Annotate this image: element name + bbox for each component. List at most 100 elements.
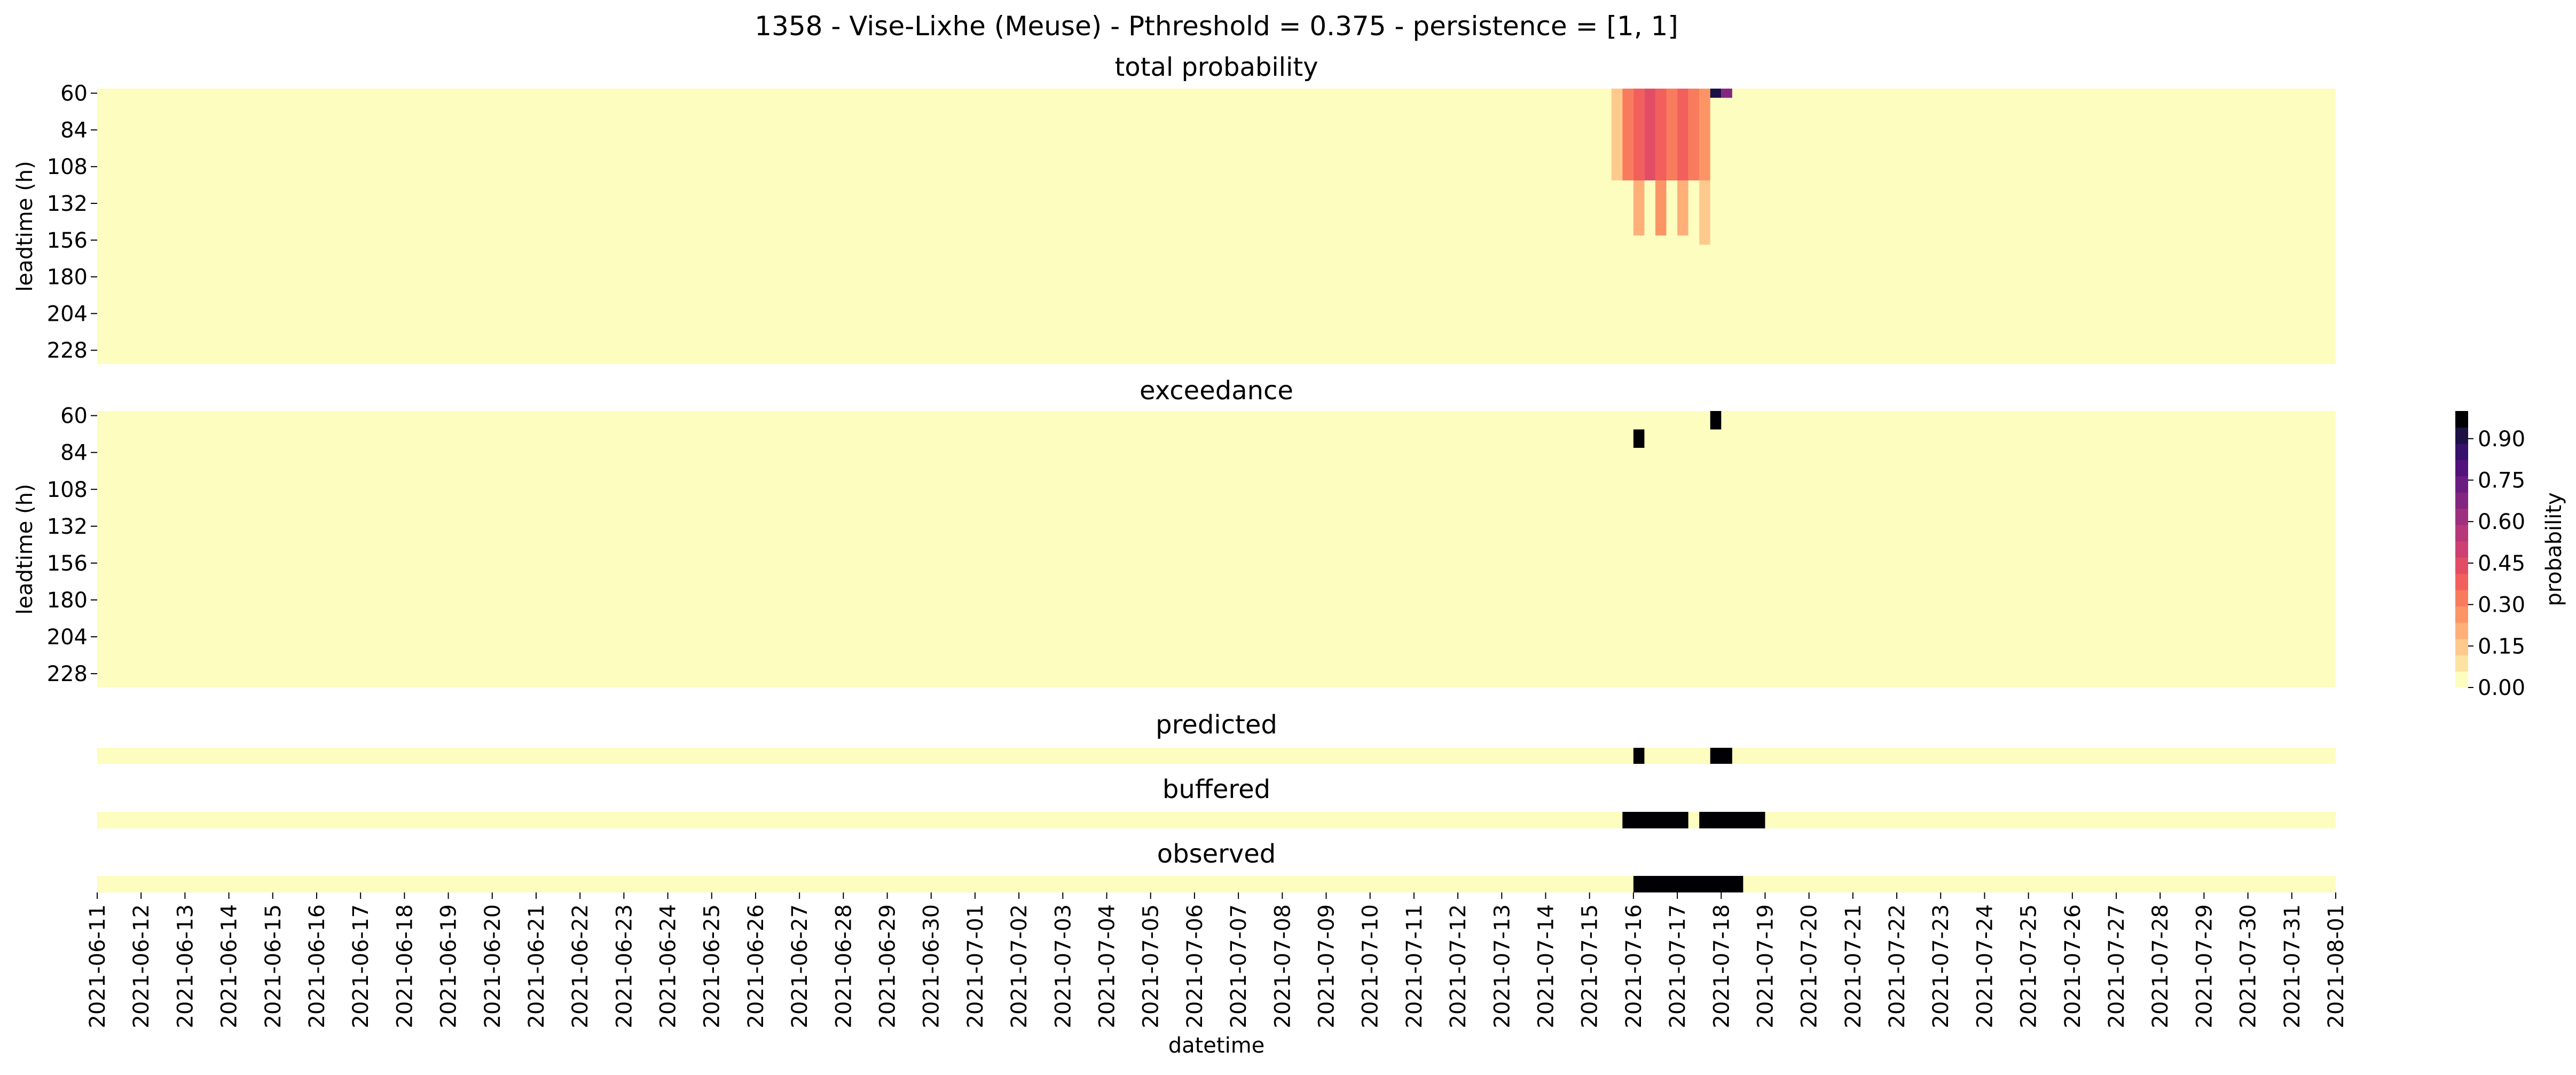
x-tick-label: 2021-07-27 [2104, 904, 2129, 1028]
x-tick-label: 2021-07-26 [2061, 904, 2085, 1028]
x-tick-label: 2021-07-22 [1885, 904, 1910, 1028]
event-bar [1710, 748, 1732, 764]
y-axis-label: leadtime (h) [13, 484, 37, 614]
x-tick-label: 2021-06-13 [173, 904, 198, 1028]
colorbar-tick-label: 0.15 [2478, 634, 2525, 659]
y-tick-label: 60 [60, 404, 88, 429]
x-tick-label: 2021-06-17 [349, 904, 373, 1028]
heatmap-cell [1699, 89, 1710, 180]
x-tick-label: 2021-06-20 [481, 904, 505, 1028]
x-tick-label: 2021-06-15 [261, 904, 286, 1028]
x-tick-label: 2021-07-23 [1929, 904, 1953, 1028]
x-tick-label: 2021-07-06 [1183, 904, 1207, 1028]
heatmap-cell [1633, 429, 1645, 448]
x-tick-label: 2021-07-17 [1666, 904, 1690, 1028]
heatmap-cell [1655, 180, 1667, 236]
y-tick-label: 204 [47, 625, 88, 650]
colorbar-swatch [2455, 443, 2468, 460]
colorbar-swatch [2455, 622, 2468, 639]
panel-title: total probability [1114, 52, 1318, 82]
x-tick-label: 2021-06-11 [85, 904, 110, 1028]
x-tick-label: 2021-07-12 [1446, 904, 1471, 1028]
x-tick-label: 2021-06-24 [656, 904, 681, 1028]
x-tick-label: 2021-07-08 [1270, 904, 1295, 1028]
heatmap-cell [1688, 89, 1700, 180]
panel-title: predicted [1156, 710, 1277, 740]
x-tick-label: 2021-06-27 [788, 904, 812, 1028]
colorbar-swatch [2455, 508, 2468, 525]
x-tick-label: 2021-06-30 [920, 904, 944, 1028]
colorbar-swatch [2455, 460, 2468, 477]
x-tick-label: 2021-07-20 [1797, 904, 1822, 1028]
y-tick-label: 180 [47, 265, 88, 290]
x-axis-label: datetime [1168, 1033, 1265, 1058]
heatmap-cell [1666, 89, 1678, 180]
x-tick-label: 2021-07-19 [1753, 904, 1778, 1028]
heatmap-cell [1633, 89, 1645, 180]
x-tick-label: 2021-07-14 [1534, 904, 1558, 1028]
x-tick-label: 2021-07-28 [2148, 904, 2173, 1028]
colorbar-tick-label: 0.90 [2478, 427, 2525, 452]
x-tick-label: 2021-08-01 [2324, 904, 2349, 1028]
event-bar [1633, 876, 1743, 892]
heatmap-cell [1677, 180, 1688, 236]
heatmap-cell [1644, 89, 1655, 180]
colorbar-tick-label: 0.60 [2478, 510, 2525, 534]
panel-title: buffered [1163, 774, 1270, 804]
colorbar-tick-label: 0.00 [2478, 676, 2525, 700]
x-tick-label: 2021-07-10 [1358, 904, 1383, 1028]
y-tick-label: 108 [47, 478, 88, 502]
x-tick-label: 2021-07-29 [2192, 904, 2217, 1028]
heatmap-cell [1721, 89, 1732, 98]
x-tick-label: 2021-06-29 [876, 904, 900, 1028]
x-tick-label: 2021-07-01 [963, 904, 988, 1028]
x-tick-label: 2021-06-25 [700, 904, 725, 1028]
colorbar-tick-label: 0.75 [2478, 469, 2525, 493]
colorbar-tick-label: 0.45 [2478, 551, 2525, 576]
colorbar-swatch [2455, 411, 2468, 428]
x-tick-label: 2021-07-04 [1095, 904, 1120, 1028]
x-tick-label: 2021-06-21 [524, 904, 549, 1028]
x-axis: 2021-06-11 2021-06-12 2021-06-13 2021-06-14… [85, 892, 2349, 1028]
panel-background [97, 89, 2336, 364]
y-tick-label: 132 [47, 515, 88, 539]
colorbar-swatch [2455, 573, 2468, 590]
panel-background [97, 748, 2336, 764]
colorbar: 0.00 0.15 0.30 0.45 0.60 0.75 0.90 probability [2455, 411, 2566, 700]
y-tick-label: 84 [60, 441, 88, 465]
y-tick-label: 156 [47, 228, 88, 253]
colorbar-swatch [2455, 557, 2468, 574]
y-tick-label: 108 [47, 155, 88, 179]
y-tick-label: 228 [47, 662, 88, 686]
x-tick-label: 2021-06-28 [831, 904, 856, 1028]
colorbar-swatch [2455, 606, 2468, 623]
x-tick-label: 2021-07-13 [1490, 904, 1514, 1028]
event-bar [1633, 748, 1645, 764]
x-tick-label: 2021-06-22 [568, 904, 593, 1028]
y-tick-label: 228 [47, 338, 88, 363]
y-axis-label: leadtime (h) [13, 161, 37, 291]
heatmap-cell [1633, 180, 1645, 236]
panel-total-probability: total probability 60 84 108 132 156 180 204 228 l… [13, 52, 2336, 364]
event-bar [1622, 812, 1688, 828]
colorbar-swatch [2455, 541, 2468, 558]
heatmap-cell [1611, 89, 1623, 180]
y-tick-label: 60 [60, 82, 88, 106]
colorbar-swatch [2455, 590, 2468, 607]
x-tick-label: 2021-06-12 [129, 904, 154, 1028]
panel-background [97, 876, 2336, 892]
x-tick-label: 2021-06-18 [392, 904, 417, 1028]
x-tick-label: 2021-07-21 [1841, 904, 1866, 1028]
y-tick-label: 84 [60, 118, 88, 143]
x-tick-label: 2021-07-07 [1227, 904, 1251, 1028]
x-tick-label: 2021-07-15 [1578, 904, 1603, 1028]
panels: total probability 60 84 108 132 156 180 204 228 l… [13, 52, 2336, 892]
x-tick-label: 2021-07-16 [1622, 904, 1646, 1028]
panel-predicted: predicted [97, 710, 2336, 764]
x-tick-label: 2021-06-19 [437, 904, 461, 1028]
x-tick-label: 2021-07-11 [1402, 904, 1427, 1028]
x-tick-label: 2021-07-02 [1007, 904, 1032, 1028]
x-tick-label: 2021-07-31 [2280, 904, 2305, 1028]
heatmap-cell [1710, 89, 1722, 98]
panel-background [97, 812, 2336, 828]
